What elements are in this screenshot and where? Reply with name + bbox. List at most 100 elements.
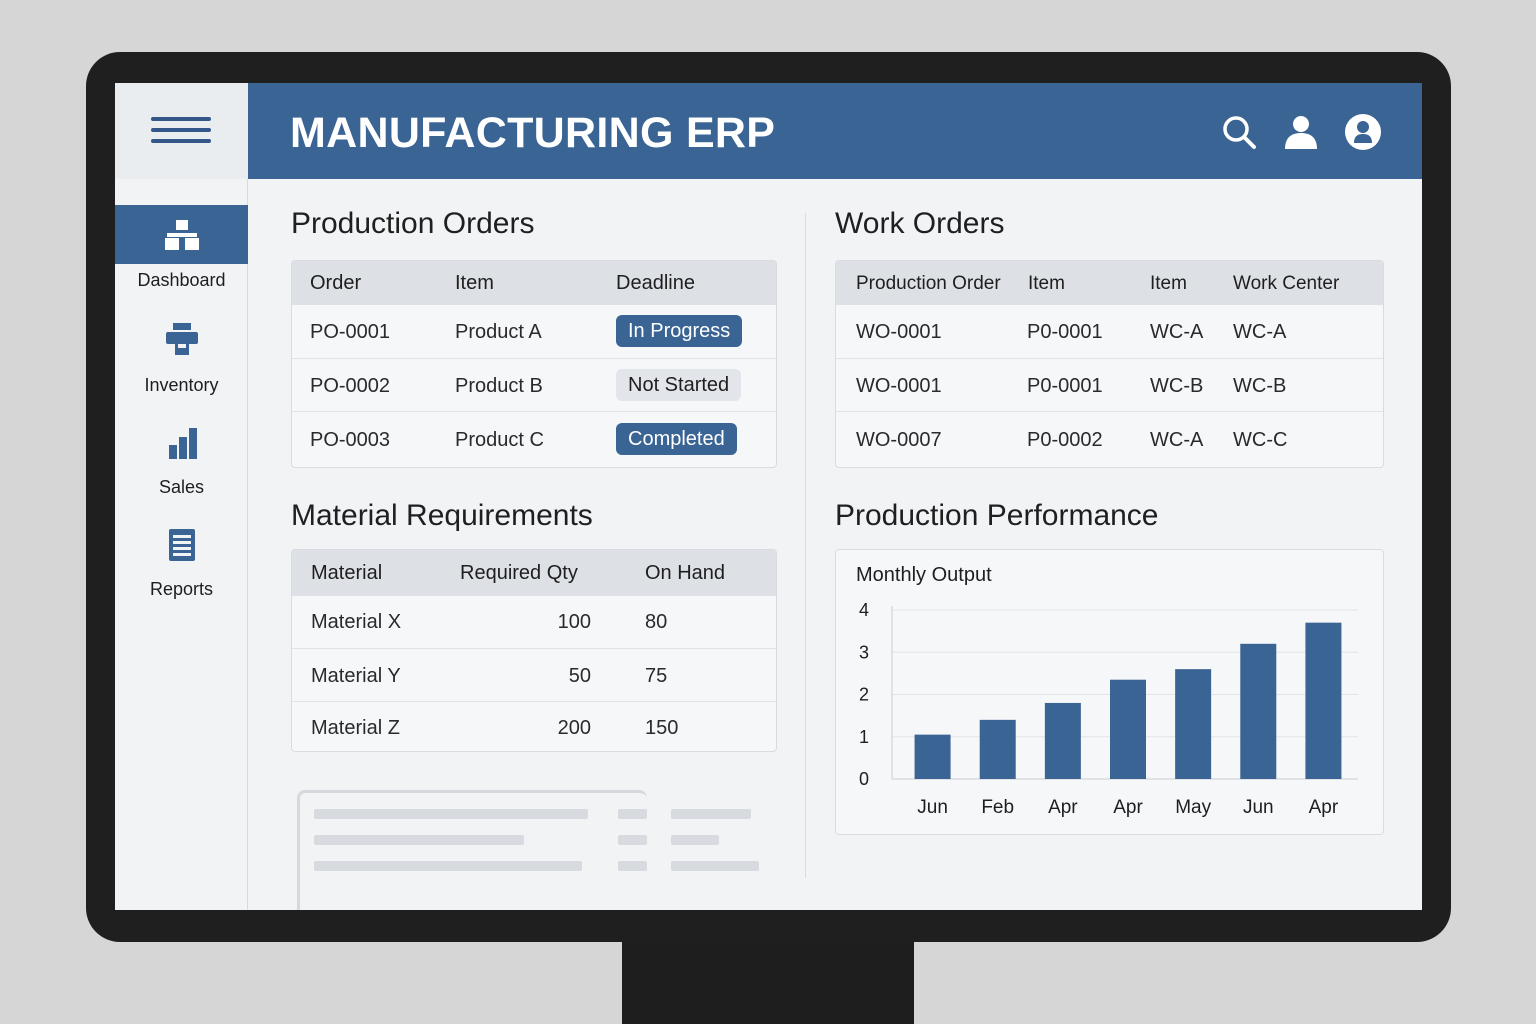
table-row[interactable]: WO-0001 P0-0001 WC-A WC-A: [836, 305, 1383, 358]
order-id: PO-0001: [310, 321, 391, 343]
sidebar-item-reports[interactable]: Reports: [115, 521, 248, 613]
sidebar: Dashboard Inventory Sales: [115, 83, 248, 910]
y-tick-label: 2: [859, 685, 869, 705]
table-row[interactable]: WO-0001 P0-0001 WC-B WC-B: [836, 358, 1383, 411]
work-orders-table: Production Order Item Item Work Center W…: [835, 260, 1384, 468]
top-header: MANUFACTURING ERP: [248, 83, 1422, 179]
material-name: Material Y: [311, 665, 401, 687]
x-tick-label: Apr: [1113, 797, 1143, 818]
material-name: Material Z: [311, 717, 400, 739]
chart-bar: [1240, 643, 1277, 779]
material-name: Material X: [311, 611, 402, 633]
table-cell: WO-0001: [856, 375, 942, 397]
column-header: Material: [311, 562, 383, 584]
x-tick-label: Jun: [917, 797, 948, 818]
material-requirements-table: Material Required Qty On Hand Material X…: [291, 549, 777, 752]
sidebar-item-sales[interactable]: Sales: [115, 419, 248, 511]
table-cell: WC-C: [1233, 429, 1288, 451]
table-cell: WC-B: [1150, 375, 1204, 397]
chart-bar: [1044, 702, 1081, 779]
table-row[interactable]: WO-0007 P0-0002 WC-A WC-C: [836, 411, 1383, 467]
order-id: PO-0002: [310, 375, 391, 397]
production-performance-title: Production Performance: [835, 499, 1159, 532]
production-orders-table: Order Item Deadline PO-0001 Product A In…: [291, 260, 777, 468]
sidebar-item-label: Inventory: [144, 375, 219, 395]
column-header: Order: [310, 272, 362, 294]
placeholder-line: [314, 835, 524, 845]
placeholder-line: [671, 861, 759, 871]
table-cell: WC-A: [1150, 321, 1204, 343]
x-tick-label: Apr: [1309, 797, 1339, 818]
sidebar-item-label: Sales: [158, 477, 205, 497]
x-tick-label: Apr: [1048, 797, 1078, 818]
table-row[interactable]: Material X 100 80: [292, 596, 776, 648]
column-header: Item: [1150, 273, 1187, 294]
placeholder-card: [297, 790, 647, 910]
table-row[interactable]: Material Z 200 150: [292, 701, 776, 751]
inventory-icon: [166, 323, 198, 355]
column-divider: [805, 213, 806, 878]
required-qty: 100: [557, 611, 591, 633]
placeholder-line: [671, 835, 719, 845]
chart-bar: [979, 719, 1016, 779]
item-name: Product C: [455, 429, 544, 451]
table-cell: P0-0001: [1027, 321, 1103, 343]
y-tick-label: 4: [859, 600, 869, 620]
placeholder-line: [671, 809, 751, 819]
required-qty: 200: [557, 717, 591, 739]
table-cell: P0-0002: [1027, 429, 1103, 451]
item-name: Product A: [455, 321, 542, 343]
column-header: Production Order: [856, 273, 1001, 294]
sidebar-item-label: Dashboard: [137, 270, 226, 290]
on-hand-qty: 75: [645, 665, 668, 687]
production-orders-title: Production Orders: [291, 207, 535, 240]
on-hand-qty: 80: [645, 611, 668, 633]
bar-chart: 0 1 2 3 4 Jun Feb Apr Apr May Jun Apr: [859, 600, 1358, 818]
app-screen: Dashboard Inventory Sales: [115, 83, 1422, 910]
table-cell: WC-B: [1233, 375, 1287, 397]
on-hand-qty: 150: [645, 717, 679, 739]
table-cell: WC-A: [1150, 429, 1204, 451]
user-icon[interactable]: [1282, 113, 1320, 151]
hamburger-menu-icon[interactable]: [151, 117, 211, 143]
x-tick-label: Feb: [981, 797, 1014, 818]
table-cell: P0-0001: [1027, 375, 1103, 397]
menu-area: [115, 83, 248, 179]
table-header: Material Required Qty On Hand: [292, 550, 776, 596]
sidebar-item-dashboard[interactable]: Dashboard: [115, 205, 248, 297]
table-cell: WO-0007: [856, 429, 942, 451]
search-icon[interactable]: [1220, 113, 1258, 151]
table-cell: WO-0001: [856, 321, 942, 343]
account-circle-icon[interactable]: [1344, 113, 1382, 151]
y-tick-label: 3: [859, 642, 869, 662]
required-qty: 50: [568, 665, 591, 687]
table-row[interactable]: PO-0002 Product B Not Started: [292, 358, 776, 411]
x-tick-label: Jun: [1243, 797, 1274, 818]
placeholder-line: [314, 809, 588, 819]
material-requirements-title: Material Requirements: [291, 499, 593, 532]
chart-bar: [1110, 679, 1146, 779]
order-id: PO-0003: [310, 429, 391, 451]
column-header: Item: [1028, 273, 1065, 294]
monitor-stand: [622, 930, 914, 1024]
sidebar-item-label: Reports: [149, 579, 214, 599]
placeholder-line: [618, 809, 647, 819]
column-header: Required Qty: [460, 562, 578, 584]
chart-bar: [1305, 622, 1342, 779]
placeholder-line: [618, 861, 647, 871]
table-header: Production Order Item Item Work Center: [836, 261, 1383, 305]
table-row[interactable]: Material Y 50 75: [292, 648, 776, 701]
status-badge: In Progress: [616, 315, 743, 347]
column-header: On Hand: [645, 562, 726, 584]
work-orders-title: Work Orders: [835, 207, 1005, 240]
column-header: Item: [455, 272, 494, 294]
table-row[interactable]: PO-0003 Product C Completed: [292, 411, 776, 467]
placeholder-line: [314, 861, 582, 871]
x-tick-label: May: [1175, 797, 1211, 818]
document-list-icon: [169, 529, 195, 561]
table-row[interactable]: PO-0001 Product A In Progress: [292, 305, 776, 358]
chart-subtitle: Monthly Output: [856, 564, 992, 586]
sidebar-item-inventory[interactable]: Inventory: [115, 313, 248, 405]
bar-chart-icon: [169, 428, 197, 459]
y-tick-label: 1: [859, 727, 869, 747]
